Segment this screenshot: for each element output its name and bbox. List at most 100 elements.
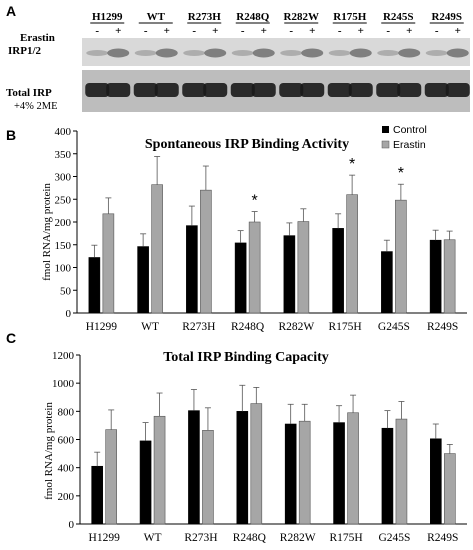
chart-b-bar-control bbox=[283, 235, 296, 314]
irp12-band bbox=[155, 48, 178, 58]
irp12-band bbox=[280, 50, 303, 56]
chart-c-bar-erastin bbox=[395, 418, 408, 525]
chart-b-category-label: R282W bbox=[278, 321, 314, 333]
total-irp-band bbox=[203, 83, 228, 97]
spontaneous-irp-chart: Spontaneous IRP Binding Activity fmol RN… bbox=[41, 124, 467, 333]
blot-lane-header: H1299 bbox=[92, 11, 123, 23]
plus-erastin-mark: + bbox=[309, 25, 315, 37]
chart-b-category-label: R249S bbox=[427, 321, 458, 333]
blot-lane-header: R245S bbox=[383, 11, 414, 23]
chart-c-bar-control bbox=[236, 411, 249, 525]
chart-b-bar-erastin bbox=[395, 199, 407, 314]
irp12-band bbox=[328, 50, 351, 56]
plus-erastin-mark: + bbox=[115, 25, 121, 37]
irp12-bands bbox=[86, 48, 469, 58]
chart-b-bar-erastin bbox=[151, 184, 163, 314]
chart-b-y-tick-label: 400 bbox=[55, 126, 72, 138]
chart-c-y-tick-label: 1200 bbox=[52, 350, 75, 362]
chart-c-category-label: R248Q bbox=[233, 532, 267, 544]
chart-b-category-label: R175H bbox=[329, 321, 362, 333]
chart-b-bar-control bbox=[186, 225, 198, 314]
legend-erastin-swatch bbox=[381, 140, 390, 149]
chart-b-y-tick-label: 0 bbox=[66, 308, 72, 320]
irp12-band bbox=[398, 48, 421, 58]
total-irp-band-label: Total IRP bbox=[6, 87, 52, 99]
chart-c-y-tick-label: 1000 bbox=[52, 378, 75, 390]
chart-b-category-label: H1299 bbox=[86, 321, 118, 333]
chart-c-y-tick-label: 0 bbox=[69, 519, 75, 531]
chart-b-significance-marker: * bbox=[252, 193, 258, 210]
chart-b-category-label: R248Q bbox=[231, 321, 265, 333]
total-irp-chart: Total IRP Binding Capacity fmol RNA/mg p… bbox=[43, 350, 467, 544]
irp12-band bbox=[252, 48, 275, 58]
chart-b-bar-erastin bbox=[297, 221, 310, 314]
total-irp-band bbox=[397, 83, 422, 97]
irp12-band bbox=[349, 48, 372, 58]
chart-b-y-tick-label: 100 bbox=[55, 263, 72, 275]
minus-erastin-mark: - bbox=[192, 25, 196, 37]
minus-erastin-mark: - bbox=[241, 25, 245, 37]
chart-c-category-label: R282W bbox=[280, 532, 316, 544]
chart-b-bar-erastin bbox=[200, 189, 212, 314]
chart-b-y-tick-label: 50 bbox=[60, 285, 72, 297]
chart-b-bar-erastin bbox=[346, 194, 358, 314]
irp12-band-label: IRP1/2 bbox=[8, 45, 42, 57]
chart-c-y-tick-label: 400 bbox=[58, 463, 75, 475]
chart-c-bar-control bbox=[430, 438, 442, 525]
total-irp-bands bbox=[85, 83, 470, 97]
panel-c-label: C bbox=[6, 330, 16, 346]
total-irp-band bbox=[279, 83, 304, 97]
chart-c-y-tick-label: 800 bbox=[58, 406, 75, 418]
blot-lane-header: R249S bbox=[431, 11, 462, 23]
plus-erastin-mark: + bbox=[261, 25, 267, 37]
minus-erastin-mark: - bbox=[435, 25, 439, 37]
plus-erastin-mark: + bbox=[164, 25, 170, 37]
blot-lane-headers: H1299 WT R273H R248Q R282W R175H R245S R249S bbox=[90, 11, 464, 24]
chart-c-bar-control bbox=[381, 427, 394, 525]
total-irp-band bbox=[182, 83, 207, 97]
total-irp-band bbox=[376, 83, 401, 97]
blot-lane-header: WT bbox=[147, 11, 166, 23]
legend-control-swatch bbox=[382, 126, 389, 133]
chart-b-bar-control bbox=[137, 246, 149, 314]
chart-c-bar-erastin bbox=[347, 412, 359, 525]
chart-c-category-label: WT bbox=[144, 532, 162, 544]
blot-lane-header: R248Q bbox=[236, 11, 269, 23]
chart-c-bar-erastin bbox=[444, 453, 456, 525]
irp12-band bbox=[134, 50, 157, 56]
irp12-band bbox=[301, 48, 324, 58]
chart-b-category-label: G245S bbox=[378, 321, 410, 333]
chart-b-y-tick-label: 300 bbox=[55, 172, 72, 184]
plus-erastin-mark: + bbox=[358, 25, 364, 37]
chart-b-category-label: R273H bbox=[182, 321, 215, 333]
chart-c-bar-erastin bbox=[250, 403, 263, 525]
chart-b-bar-control bbox=[234, 242, 247, 314]
irp12-band bbox=[425, 50, 448, 56]
chart-c-bar-erastin bbox=[153, 415, 166, 525]
chart-c-category-label: R175H bbox=[329, 532, 362, 544]
minus-erastin-mark: - bbox=[289, 25, 293, 37]
chart-b-y-tick-label: 350 bbox=[55, 149, 72, 161]
chart-c-bar-erastin bbox=[202, 430, 214, 525]
minus-erastin-mark: - bbox=[95, 25, 99, 37]
total-irp-band bbox=[424, 83, 449, 97]
chart-b-bar-control bbox=[88, 257, 101, 314]
chart-b-bar-erastin bbox=[248, 221, 261, 314]
chart-b-legend: Control Erastin bbox=[381, 124, 427, 151]
chart-b-bar-control bbox=[429, 239, 442, 314]
irp12-band bbox=[86, 50, 109, 56]
chart-b-bar-control bbox=[332, 228, 344, 314]
plus-erastin-mark: + bbox=[212, 25, 218, 37]
chart-b-significance-marker: * bbox=[398, 165, 404, 182]
chart-b-bar-control bbox=[381, 251, 393, 314]
total-irp-band bbox=[445, 83, 470, 97]
chart-b-y-tick-label: 150 bbox=[55, 240, 72, 252]
chart-b-significance-marker: * bbox=[349, 156, 355, 173]
chart-c-category-label: H1299 bbox=[89, 532, 121, 544]
chart-b-bar-erastin bbox=[443, 239, 456, 314]
total-irp-sublabel: +4% 2ME bbox=[14, 101, 58, 112]
total-irp-band bbox=[85, 83, 110, 97]
chart-c-bar-control bbox=[188, 410, 200, 525]
panel-b-label: B bbox=[6, 127, 16, 143]
